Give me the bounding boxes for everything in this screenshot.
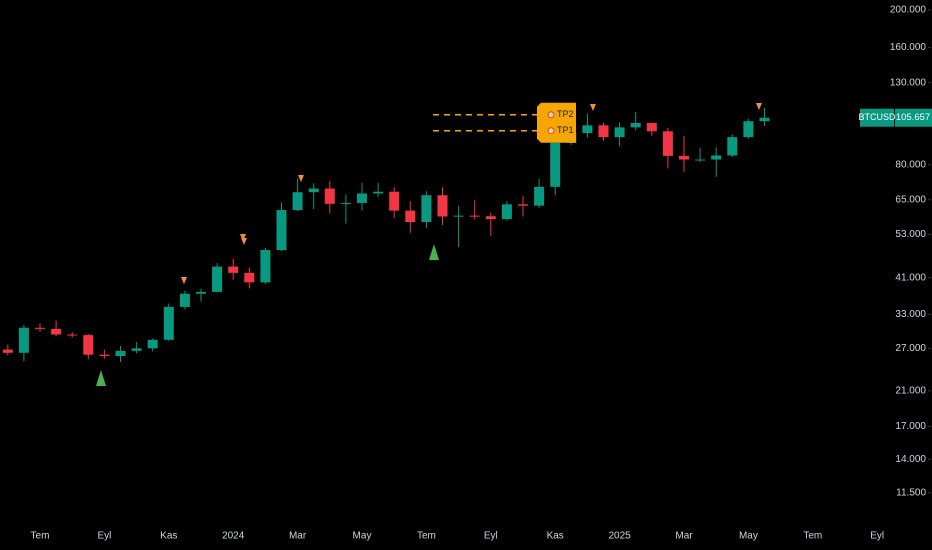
candle-body [630,123,641,128]
symbol-tag [860,108,894,127]
candle-body [163,306,174,340]
candle-body [469,215,480,217]
candle-body [646,123,657,132]
candle-body [2,349,13,353]
candle-body [324,188,335,204]
signals [96,103,762,386]
candle-body [485,216,496,220]
sell-signal [240,234,246,241]
x-tick-label: May [739,531,758,542]
x-tick-label: Tem [803,531,822,542]
y-tick-label: 41.000 [895,272,926,283]
sell-signal [298,175,304,182]
y-tick-label: 33.000 [895,309,926,320]
candle-body [292,192,303,211]
candle-body [308,188,319,193]
sell-signal [590,104,596,111]
candle-body [501,204,512,220]
tp-icon [547,127,555,135]
buy-signal [96,370,106,386]
y-tick-label: 27.000 [895,343,926,354]
candle-body [196,291,206,294]
candle-body [373,191,384,194]
x-tick-label: Tem [31,531,50,542]
candle-body [115,350,126,357]
candle-body [614,127,625,138]
candle-body [695,159,706,161]
sell-signal [756,103,762,110]
candle-body [276,210,287,251]
x-tick-label: 2024 [222,531,245,542]
candle-body [228,266,239,273]
candle-body [582,125,593,134]
candle-body [711,155,722,160]
candle-body [51,328,62,335]
candle-body [679,155,689,160]
candle-body [727,137,738,156]
candle-body [598,125,609,138]
candle-body [99,354,110,357]
x-tick-label: Mar [289,531,307,542]
candle-body [453,215,464,217]
x-tick-label: Mar [675,531,693,542]
candle-body [662,131,673,156]
candle-body [147,339,158,349]
candle-body [357,193,367,203]
y-tick-label: 130.000 [890,77,927,88]
x-tick-label: Tem [417,531,436,542]
x-tick-label: Eyl [870,531,884,542]
y-tick-label: 11.500 [896,487,926,498]
y-tick-label: 21.000 [895,385,926,396]
candle-body [550,142,561,187]
y-tick-label: 80.000 [895,159,926,170]
candle-body [534,186,545,206]
candle-body [18,327,29,353]
x-tick-label: Kas [547,531,564,542]
tp-label: TP2 [557,109,574,119]
candle-body [131,348,142,351]
y-tick-label: 53.000 [895,229,926,240]
x-tick-label: Eyl [97,531,111,542]
sell-signal [241,238,247,245]
tp-icon [547,111,555,119]
candle-body [35,327,45,329]
tp-tag: TP2 TP1 [537,102,576,143]
candle-body [437,195,448,217]
y-tick-label: 200.000 [890,4,927,15]
candle-body [244,272,255,283]
candle-body [212,266,223,292]
y-tick-label: 65.000 [895,194,926,205]
y-tick-label: 17.000 [895,421,926,432]
symbol-label: BTCUSD [858,112,896,122]
x-tick-label: Kas [160,531,177,542]
sell-signal [181,277,187,284]
candle-body [67,334,78,336]
candle-body [518,204,528,206]
buy-signal [429,244,439,260]
price-label: 105.657 [896,112,930,123]
y-tick-label: 160.000 [890,42,927,53]
tp-label: TP1 [557,125,574,135]
x-tick-label: Eyl [484,531,498,542]
candle-body [83,335,94,355]
candle-body [743,121,754,138]
candle-body [421,195,432,223]
x-tick-label: 2025 [608,531,631,542]
y-tick-label: 14.000 [895,454,926,465]
price-tag [895,108,932,127]
candle-body [405,210,416,223]
candle-body [759,117,770,122]
x-tick-label: May [353,531,372,542]
candle-body [179,293,190,307]
candle-body [389,191,400,211]
tp-box [537,102,576,143]
candle-body [340,202,351,204]
candle-body [260,250,271,283]
